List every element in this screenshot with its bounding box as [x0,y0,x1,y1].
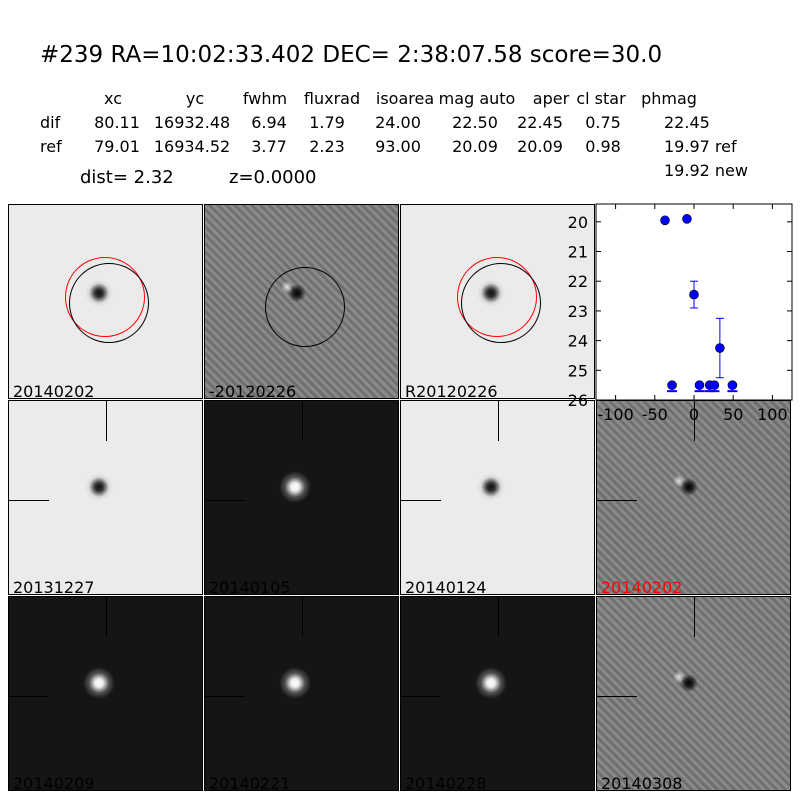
stamp-date-label: 20140221 [209,774,291,791]
table-cell: 93.00 [375,137,421,156]
crosshair-vertical [498,401,499,441]
black-aperture-circle [461,263,541,343]
x-tick-label: 100 [757,405,788,424]
crosshair-horizontal [205,696,245,697]
column-header: cl star [576,89,626,108]
data-point [689,289,699,300]
column-header: fluxrad [303,89,361,108]
table-cell: 16932.48 [153,113,231,132]
column-header: isoarea [375,89,435,108]
table-cell: 2.23 [309,137,345,156]
crosshair-horizontal [9,500,49,501]
table-cell: 80.11 [94,113,140,132]
column-header: xc [104,89,122,108]
table-cell: 22.45 [517,113,563,132]
data-point [660,215,670,226]
column-header: fwhm [242,89,288,108]
y-tick-label: 22 [568,272,588,291]
data-point [715,343,725,353]
crosshair-vertical [106,597,107,637]
image-stamp: -20120226 [204,204,399,399]
phmag-new: 19.92 new [664,161,748,180]
stamp-date-label: 20140202 [13,382,95,399]
stamp-date-label: R20120226 [405,382,498,399]
crosshair-vertical [302,401,303,441]
y-tick-label: 20 [568,213,588,232]
table-cell: 0.98 [585,137,621,156]
crosshair-horizontal [205,500,245,501]
data-point [682,214,692,224]
stamp-date-label: 20140105 [209,578,291,595]
crosshair-vertical [694,401,695,441]
column-header: phmag [641,89,697,108]
row-label: ref [40,137,62,156]
column-header: mag auto [438,89,516,108]
y-tick-label: 26 [568,391,588,410]
data-point [694,380,705,390]
black-aperture-circle [265,267,345,347]
image-stamp: 20140228 [400,596,595,791]
y-tick-label: 24 [568,332,588,351]
table-cell: 19.97 ref [664,137,737,156]
stamp-date-label: 20131227 [13,578,95,595]
image-stamp: 20140124 [400,400,595,595]
black-aperture-circle [69,263,149,343]
stamp-date-label: 20140202 [601,578,683,595]
table-cell: 79.01 [94,137,140,156]
table-cell: 3.77 [251,137,287,156]
crosshair-vertical [694,597,695,637]
crosshair-vertical [302,597,303,637]
stamp-date-label: 20140228 [405,774,487,791]
stamp-date-label: 20140209 [13,774,95,791]
column-header: yc [185,89,205,108]
image-stamp: R20120226 [400,204,595,399]
x-tick-label: 50 [723,405,743,424]
crosshair-horizontal [597,696,637,697]
candidate-title: #239 RA=10:02:33.402 DEC= 2:38:07.58 sco… [40,42,663,68]
crosshair-horizontal [401,696,441,697]
image-stamp: 20131227 [8,400,203,595]
y-tick-label: 21 [568,243,588,262]
crosshair-horizontal [597,500,637,501]
image-stamp: 20140209 [8,596,203,791]
column-header: aper [532,89,570,108]
data-point [667,380,677,390]
table-cell: 1.79 [309,113,345,132]
image-stamp: 20140105 [204,400,399,595]
image-stamp: 20140202 [596,400,791,595]
table-cell: 24.00 [375,113,421,132]
crosshair-vertical [498,597,499,637]
dist-label: dist= 2.32 [80,167,174,188]
row-label: dif [40,113,61,132]
stamp-date-label: 20140308 [601,774,683,791]
table-cell: 22.50 [452,113,498,132]
x-tick-label: -100 [597,405,633,424]
stamp-date-label: -20120226 [209,382,297,399]
crosshair-horizontal [9,696,49,697]
table-cell: 16934.52 [153,137,231,156]
table-cell: 0.75 [585,113,621,132]
image-stamp: 20140308 [596,596,791,791]
table-cell: 22.45 [664,113,710,132]
image-stamp: 20140221 [204,596,399,791]
crosshair-horizontal [401,500,441,501]
table-cell: 20.09 [517,137,563,156]
x-tick-label: 0 [689,405,699,424]
data-point [709,380,720,390]
y-tick-label: 23 [568,302,588,321]
x-tick-label: -50 [642,405,668,424]
light-curve-plot: 20 21 22 23 24 25 26 -100 -50 0 50 100 [568,203,793,424]
table-cell: 20.09 [452,137,498,156]
y-tick-label: 25 [568,361,588,380]
table-cell: 6.94 [251,113,287,132]
crosshair-vertical [106,401,107,441]
data-point [727,380,738,390]
redshift-label: z=0.0000 [229,167,317,188]
stamp-date-label: 20140124 [405,578,487,595]
image-stamp: 20140202 [8,204,203,399]
